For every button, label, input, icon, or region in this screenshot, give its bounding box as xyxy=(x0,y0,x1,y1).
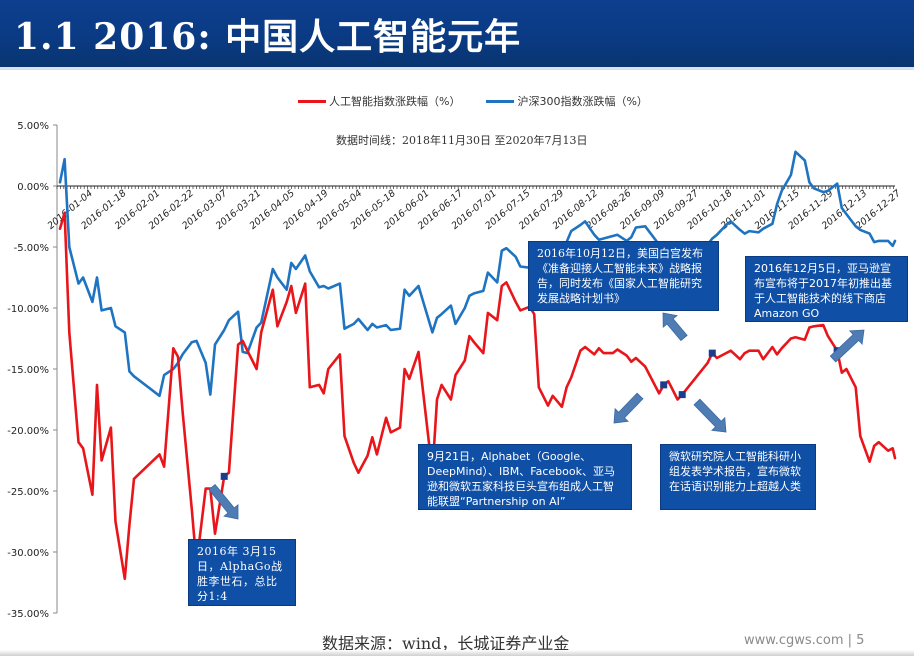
legend-item-ai-index: 人工智能指数涨跌幅（%） xyxy=(298,93,460,109)
footer-bar xyxy=(0,650,914,656)
note-amazon: 2016年12月5日，亚马逊宣布宣布将于2017年初推出基于人工智能技术的线下商… xyxy=(745,256,908,322)
legend-item-hs300: 沪深300指数涨跌幅（%） xyxy=(486,93,648,109)
arrow-icon xyxy=(208,483,239,520)
arrow-icon xyxy=(662,312,688,342)
note-whitehouse: 2016年10月12日，美国白宫发布《准备迎接人工智能未来》战略报告，同时发布《… xyxy=(528,241,719,311)
slide-title: 1.1 2016: 中国人工智能元年 xyxy=(14,16,522,58)
y-tick-label: -20.00% xyxy=(7,426,49,437)
y-tick-label: -5.00% xyxy=(14,243,49,254)
y-tick-label: 5.00% xyxy=(17,121,49,132)
x-axis: 2016-01-042016-01-182016-02-012016-02-22… xyxy=(46,185,903,232)
event-marker xyxy=(220,472,228,480)
event-marker xyxy=(660,381,668,389)
y-tick-label: -35.00% xyxy=(7,609,49,620)
chart-series xyxy=(58,150,897,581)
note-partnership: 9月21日，Alphabet（Google、DeepMind）、IBM、Face… xyxy=(418,444,632,510)
arrow-icon xyxy=(829,329,865,363)
y-tick-label: -30.00% xyxy=(7,548,49,559)
series-line xyxy=(58,211,897,581)
legend-swatch-red xyxy=(298,99,326,103)
chart-legend: 人工智能指数涨跌幅（%） 沪深300指数涨跌幅（%） xyxy=(298,93,648,109)
y-axis: 5.00% 0.00% -5.00% -10.00% -15.00% -20.00% -25… xyxy=(7,121,58,620)
series-line xyxy=(58,150,897,398)
note-microsoft: 微软研究院人工智能科研小组发表学术报告，宣布微软在话语识别能力上超越人类 xyxy=(660,444,816,510)
page-footer: www.cgws.com | 5 xyxy=(744,633,865,648)
data-source: 数据来源：wind，长城证券产业金 xyxy=(322,634,570,653)
event-marker xyxy=(708,349,716,357)
legend-label: 沪深300指数涨跌幅（%） xyxy=(517,95,648,108)
y-tick-label: -15.00% xyxy=(7,365,49,376)
chart-subtitle: 数据时间线：2018年11月30日 至2020年7月13日 xyxy=(336,134,588,147)
note-alphago: 2016年 3月15日，AlphaGo战胜李世石，总比分1:4 xyxy=(188,539,296,606)
y-tick-label: -10.00% xyxy=(7,304,49,315)
legend-swatch-blue xyxy=(486,99,515,103)
legend-label: 人工智能指数涨跌幅（%） xyxy=(329,95,461,108)
event-marker xyxy=(678,391,686,399)
y-tick-label: 0.00% xyxy=(17,182,49,193)
callout-arrows xyxy=(208,312,865,520)
arrow-icon xyxy=(693,398,727,433)
arrow-icon xyxy=(613,392,644,424)
slide-header: 1.1 2016: 中国人工智能元年 xyxy=(0,0,914,70)
y-tick-label: -25.00% xyxy=(7,487,49,498)
